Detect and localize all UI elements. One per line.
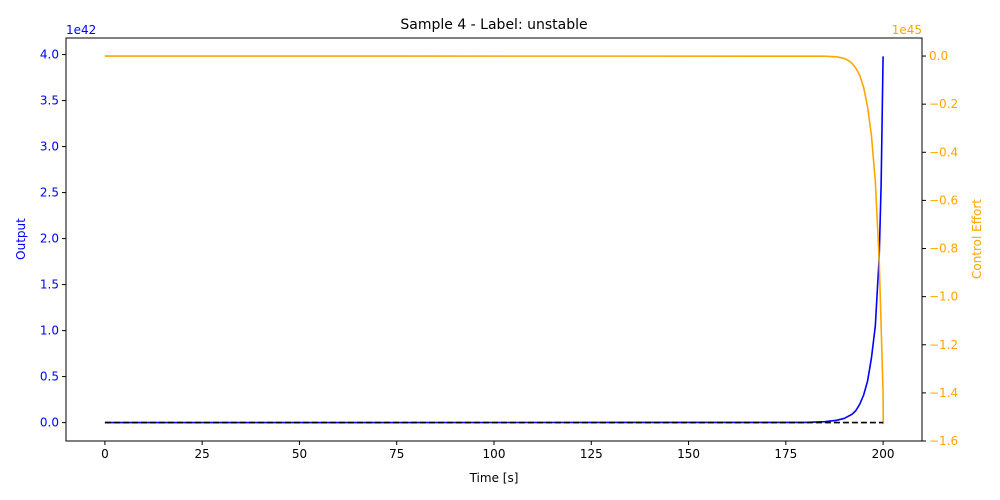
x-axis: 0 25 50 75 100 125 150 175 200 [101, 441, 895, 461]
x-tick-label: 100 [483, 447, 506, 461]
left-y-axis: 0.0 0.5 1.0 1.5 2.0 2.5 3.0 3.5 4.0 [40, 48, 66, 430]
right-y-tick-label: −1.4 [929, 386, 958, 400]
right-y-tick-label: −1.6 [929, 434, 958, 448]
left-y-tick-label: 0.0 [40, 416, 59, 430]
chart-title: Sample 4 - Label: unstable [400, 17, 587, 33]
x-axis-title: Time [s] [469, 471, 519, 485]
right-y-tick-label: −1.0 [929, 290, 958, 304]
right-y-tick-label: −0.8 [929, 242, 958, 256]
left-y-tick-label: 0.5 [40, 370, 59, 384]
left-y-tick-label: 4.0 [40, 48, 59, 62]
output-series-line [104, 56, 884, 424]
right-axis-title: Control Effort [970, 199, 984, 279]
series-layer [104, 55, 885, 425]
left-axis-offset-label: 1e42 [66, 23, 96, 37]
right-y-tick-label: −1.2 [929, 338, 958, 352]
x-tick-label: 200 [872, 447, 895, 461]
right-y-tick-label: 0.0 [929, 49, 948, 63]
left-y-tick-label: 2.0 [40, 232, 59, 246]
x-tick-label: 150 [677, 447, 700, 461]
right-y-tick-label: −0.6 [929, 193, 958, 207]
x-tick-label: 175 [774, 447, 797, 461]
right-axis-offset-label: 1e45 [892, 23, 922, 37]
x-tick-label: 75 [389, 447, 404, 461]
left-axis-title: Output [14, 218, 28, 260]
right-y-tick-label: −0.2 [929, 97, 958, 111]
plot-frame [65, 37, 923, 442]
x-tick-label: 125 [580, 447, 603, 461]
plot-area-border [65, 37, 923, 442]
left-y-tick-label: 3.0 [40, 140, 59, 154]
right-y-tick-label: −0.4 [929, 145, 958, 159]
x-tick-label: 0 [101, 447, 109, 461]
x-tick-label: 25 [195, 447, 210, 461]
right-y-axis: 0.0 −0.2 −0.4 −0.6 −0.8 −1.0 −1.2 −1.4 −1.6 [922, 49, 958, 448]
x-tick-label: 50 [292, 447, 307, 461]
left-y-tick-label: 1.5 [40, 278, 59, 292]
left-y-tick-label: 1.0 [40, 324, 59, 338]
left-y-tick-label: 3.5 [40, 94, 59, 108]
left-y-tick-label: 2.5 [40, 186, 59, 200]
control-effort-series-line [104, 55, 885, 425]
